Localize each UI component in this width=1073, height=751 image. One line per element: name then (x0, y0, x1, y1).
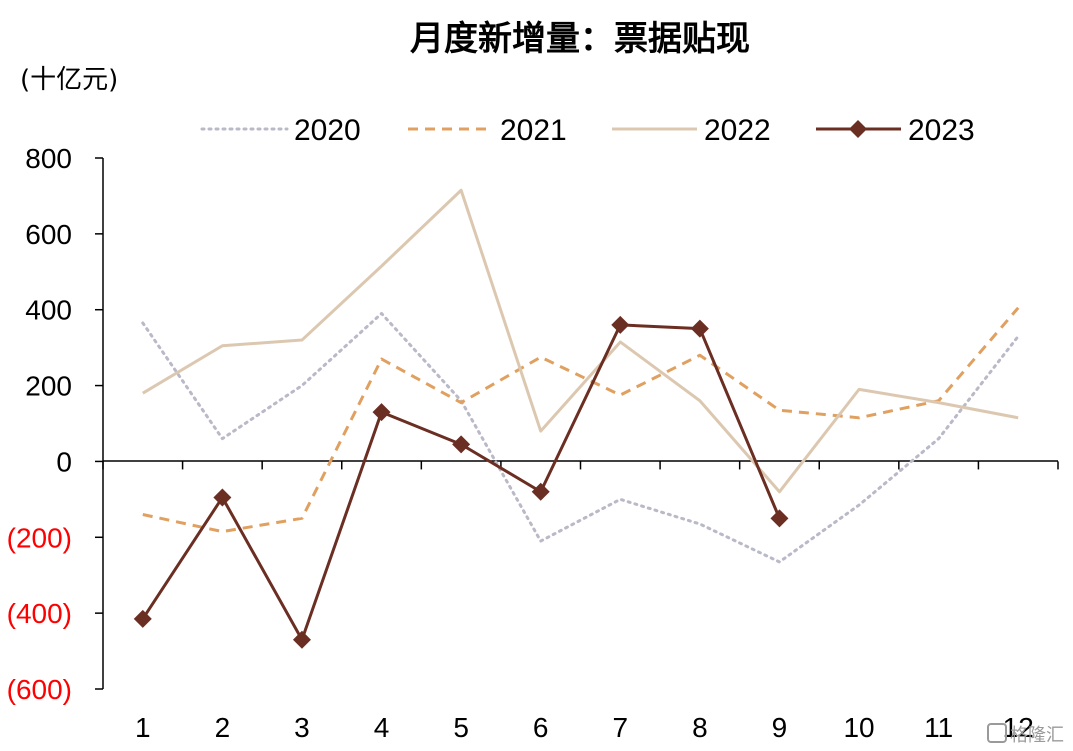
x-tick-label: 9 (772, 712, 788, 743)
y-tick-label: 600 (25, 219, 72, 250)
axes (102, 158, 1058, 689)
data-point-2023 (531, 482, 550, 501)
series-lines (133, 188, 1020, 649)
x-ticks: 1 2 3 4 5 6 7 8 9 10 11 12 (102, 461, 1059, 743)
data-point-2023 (611, 315, 630, 334)
series-line-2021 (142, 306, 1020, 534)
legend-marker-2023 (849, 120, 867, 138)
data-point-2023 (213, 488, 232, 507)
unit-label: (十亿元) (20, 65, 118, 95)
x-tick-label: 11 (924, 712, 953, 743)
x-tick-label: 5 (453, 712, 469, 743)
x-tick-label: 2 (215, 712, 231, 743)
watermark: 格隆汇 (987, 723, 1064, 746)
y-tick-label: 400 (25, 295, 72, 326)
series-line-2022 (142, 188, 1019, 494)
x-tick-label: 7 (613, 712, 629, 743)
series-line-2020 (141, 312, 1020, 564)
watermark-text: 格隆汇 (1010, 725, 1064, 746)
legend-label-2022: 2022 (704, 114, 771, 147)
y-tick-label: 800 (25, 143, 72, 174)
data-point-2023 (770, 509, 789, 528)
data-point-2023 (452, 435, 471, 454)
data-point-2023 (292, 630, 311, 649)
y-tick-label: 0 (56, 446, 72, 477)
x-tick-label: 4 (374, 712, 390, 743)
x-tick-label: 12 (1003, 712, 1034, 743)
y-tick-label: (200) (7, 522, 72, 553)
y-tick-label: (600) (7, 674, 72, 705)
legend-label-2020: 2020 (294, 114, 361, 147)
data-point-2023 (133, 609, 152, 628)
x-tick-label: 8 (692, 712, 708, 743)
x-tick-label: 3 (294, 712, 310, 743)
x-tick-label: 1 (135, 712, 151, 743)
chart-title: 月度新增量：票据贴现 (410, 19, 750, 59)
y-tick-label: 200 (25, 371, 72, 402)
watermark-logo-icon (987, 723, 1007, 743)
legend: 2020 2021 2022 2023 (200, 114, 975, 147)
x-tick-label: 6 (533, 712, 549, 743)
data-point-2023 (690, 319, 709, 338)
y-ticks: 800 600 400 200 0 (200) (400) (600) (7, 143, 103, 705)
legend-label-2023: 2023 (908, 114, 975, 147)
data-point-2023 (372, 403, 391, 422)
legend-label-2021: 2021 (500, 114, 567, 147)
y-tick-label: (400) (7, 598, 72, 629)
series-line-2023 (141, 323, 781, 642)
x-tick-label: 10 (843, 712, 874, 743)
